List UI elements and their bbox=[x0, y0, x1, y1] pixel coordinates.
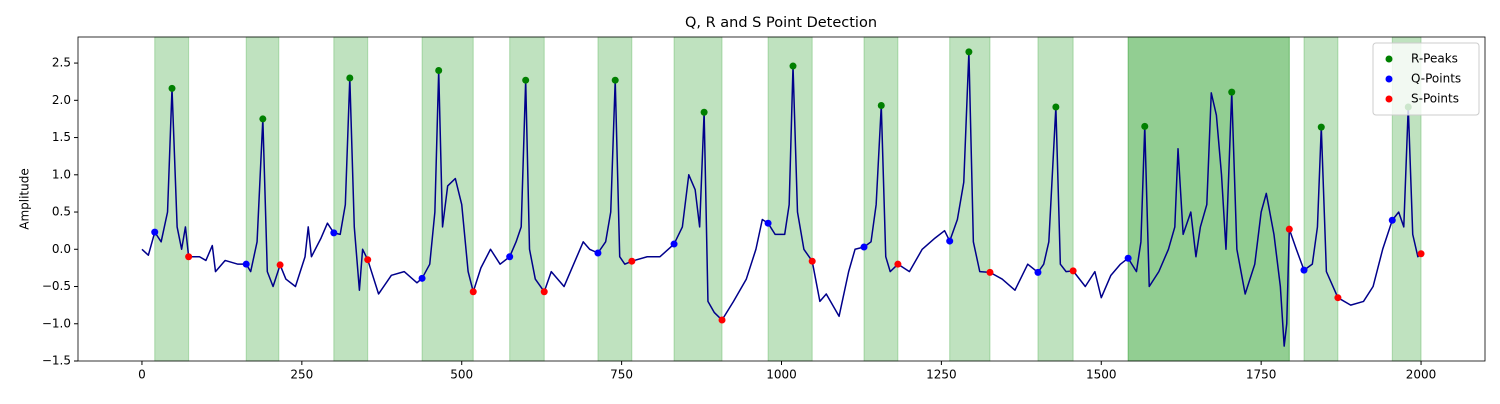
point bbox=[168, 84, 176, 92]
point bbox=[1300, 266, 1308, 274]
point bbox=[151, 228, 159, 236]
x-tick-label: 1500 bbox=[1086, 368, 1117, 382]
point bbox=[1069, 267, 1077, 275]
point bbox=[346, 74, 354, 82]
point bbox=[718, 316, 726, 324]
point bbox=[611, 76, 619, 84]
legend-marker bbox=[1385, 95, 1393, 103]
detection-span bbox=[1037, 36, 1074, 362]
point bbox=[1124, 254, 1132, 262]
point bbox=[1228, 88, 1236, 96]
detection-span bbox=[1303, 36, 1339, 362]
point bbox=[877, 102, 885, 110]
point bbox=[1141, 122, 1149, 130]
x-tick-label: 2000 bbox=[1406, 368, 1437, 382]
point bbox=[894, 260, 902, 268]
y-tick-label: 0.5 bbox=[52, 205, 71, 219]
point bbox=[185, 253, 193, 261]
detection-span bbox=[421, 36, 474, 362]
legend-marker bbox=[1385, 75, 1393, 83]
y-tick-label: −1.5 bbox=[42, 354, 71, 368]
point bbox=[1334, 294, 1342, 302]
x-tick-label: 750 bbox=[610, 368, 633, 382]
point bbox=[965, 48, 973, 56]
plot-frame bbox=[77, 36, 1486, 362]
point bbox=[789, 62, 797, 70]
detection-span bbox=[1127, 36, 1290, 362]
x-tick-label: 1250 bbox=[926, 368, 957, 382]
x-tick-label: 500 bbox=[450, 368, 473, 382]
point bbox=[764, 219, 772, 227]
point bbox=[418, 274, 426, 282]
point bbox=[986, 268, 994, 276]
y-tick-label: 1.5 bbox=[52, 130, 71, 144]
point bbox=[700, 108, 708, 116]
point bbox=[1034, 268, 1042, 276]
point bbox=[276, 261, 284, 269]
detection-span bbox=[673, 36, 723, 362]
detection-span bbox=[767, 36, 813, 362]
legend-box bbox=[1372, 42, 1480, 116]
legend-label: R-Peaks bbox=[1411, 52, 1458, 66]
point bbox=[330, 229, 338, 237]
point bbox=[628, 257, 636, 265]
detection-span bbox=[863, 36, 899, 362]
legend-label: Q-Points bbox=[1411, 72, 1461, 86]
point bbox=[670, 240, 678, 248]
y-tick-label: −1.0 bbox=[42, 316, 71, 330]
chart-title: Q, R and S Point Detection bbox=[685, 15, 877, 31]
y-tick-label: 2.0 bbox=[52, 93, 71, 107]
point bbox=[946, 237, 954, 245]
point bbox=[808, 257, 816, 265]
point bbox=[435, 67, 443, 75]
point bbox=[469, 288, 477, 296]
point bbox=[1052, 103, 1060, 111]
y-tick-label: 0.0 bbox=[52, 242, 71, 256]
x-tick-label: 1000 bbox=[766, 368, 797, 382]
point bbox=[594, 249, 602, 257]
point bbox=[1285, 225, 1293, 233]
y-tick-label: 1.0 bbox=[52, 167, 71, 181]
point bbox=[364, 256, 372, 264]
y-axis-label: Amplitude bbox=[18, 168, 32, 230]
point bbox=[522, 76, 530, 84]
legend-label: S-Points bbox=[1411, 92, 1459, 106]
point bbox=[1417, 250, 1425, 258]
y-tick-label: −0.5 bbox=[42, 279, 71, 293]
y-tick-label: 2.5 bbox=[52, 56, 71, 70]
point bbox=[259, 115, 267, 123]
point bbox=[242, 260, 250, 268]
detection-span bbox=[509, 36, 545, 362]
point bbox=[506, 253, 514, 261]
legend-marker bbox=[1385, 55, 1393, 63]
x-tick-label: 250 bbox=[290, 368, 313, 382]
point bbox=[540, 288, 548, 296]
x-tick-label: 0 bbox=[138, 368, 146, 382]
detection-span bbox=[1127, 36, 1290, 362]
point bbox=[1388, 216, 1396, 224]
x-tick-label: 1750 bbox=[1246, 368, 1277, 382]
detection-span bbox=[245, 36, 280, 362]
point bbox=[1317, 123, 1325, 131]
point bbox=[860, 243, 868, 251]
